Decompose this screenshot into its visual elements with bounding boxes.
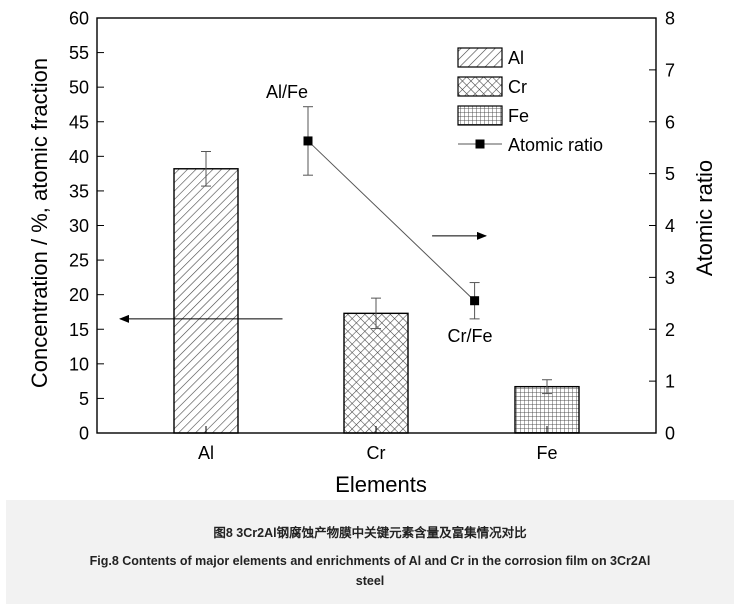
y-tick-label: 40 (69, 147, 89, 167)
y2-tick-label: 0 (665, 424, 675, 444)
series-line-atomic-ratio (307, 140, 475, 302)
legend-marker-atomic-ratio (475, 139, 485, 149)
figure-caption-english-continued: steel (355, 574, 385, 588)
y-tick-label: 30 (69, 216, 89, 236)
x-tick-label-cr: Cr (367, 443, 386, 463)
caption-panel: 图8 3Cr2Al钢腐蚀产物膜中关键元素含量及富集情况对比 Fig.8 Cont… (6, 500, 734, 604)
y-tick-label: 60 (69, 9, 89, 29)
y-tick-label: 55 (69, 43, 89, 63)
y-tick-label: 50 (69, 78, 89, 98)
ratio-point-2 (470, 296, 480, 306)
y-tick-label: 25 (69, 251, 89, 271)
x-axis-title: Elements (335, 472, 427, 497)
y2-tick-label: 6 (665, 112, 675, 132)
ratio-point-1 (303, 136, 313, 146)
y2-tick-label: 5 (665, 164, 675, 184)
legend-label-cr: Cr (508, 77, 527, 97)
legend-label-atomic-ratio: Atomic ratio (508, 135, 603, 155)
x-tick-label-al: Al (198, 443, 214, 463)
legend-swatch-cr (457, 76, 503, 97)
y-tick-label: 45 (69, 112, 89, 132)
y-tick-label: 10 (69, 354, 89, 374)
y2-tick-label: 4 (665, 216, 675, 236)
chart-figure: 0 5 10 15 20 25 30 35 40 45 50 55 60 0 1 2 3 4 5 6 7 8 Al Cr Fe E… (27, 8, 717, 498)
legend-label-fe: Fe (508, 106, 529, 126)
y-tick-label: 0 (79, 424, 89, 444)
y2-axis-title: Atomic ratio (692, 160, 717, 276)
bar-cr (343, 312, 409, 434)
y2-tick-label: 8 (665, 9, 675, 29)
legend-label-al: Al (508, 48, 524, 68)
y2-tick-label: 1 (665, 372, 675, 392)
bar-al (173, 168, 239, 434)
y-tick-label: 35 (69, 181, 89, 201)
y2-tick-label: 2 (665, 320, 675, 340)
y-tick-label: 15 (69, 320, 89, 340)
annotation-al-fe: Al/Fe (266, 82, 308, 102)
annotation-cr-fe: Cr/Fe (448, 326, 493, 346)
y-axis-title: Concentration / %, atomic fraction (27, 58, 52, 388)
x-tick-label-fe: Fe (536, 443, 557, 463)
figure-caption-chinese: 图8 3Cr2Al钢腐蚀产物膜中关键元素含量及富集情况对比 (213, 526, 527, 540)
legend-swatch-al (457, 47, 503, 68)
y2-tick-label: 7 (665, 60, 675, 80)
y-tick-label: 20 (69, 285, 89, 305)
y-tick-label: 5 (79, 389, 89, 409)
legend-swatch-fe (457, 105, 503, 126)
y2-tick-label: 3 (665, 268, 675, 288)
figure-caption-english: Fig.8 Contents of major elements and enr… (89, 554, 651, 568)
